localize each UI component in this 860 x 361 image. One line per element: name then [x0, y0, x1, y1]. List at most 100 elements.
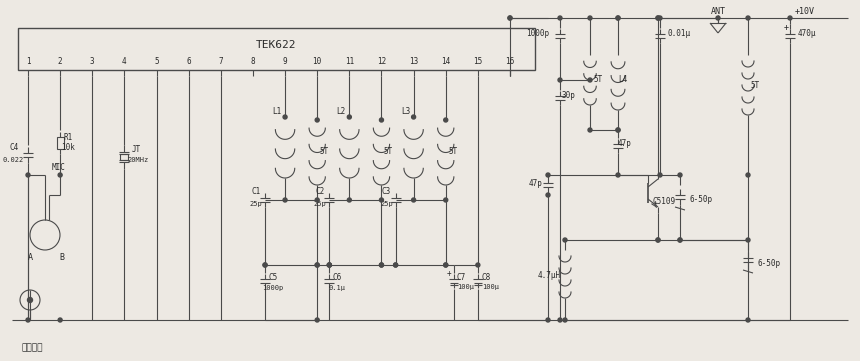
Text: 7: 7 — [218, 57, 223, 66]
Circle shape — [328, 263, 331, 267]
Circle shape — [656, 16, 660, 20]
Text: 1000p: 1000p — [262, 285, 284, 291]
Text: C3: C3 — [382, 187, 391, 196]
Circle shape — [678, 173, 682, 177]
Text: 6-50p: 6-50p — [758, 258, 781, 268]
Circle shape — [746, 238, 750, 242]
Circle shape — [616, 128, 620, 132]
Text: 音频输入: 音频输入 — [22, 344, 43, 352]
Circle shape — [588, 128, 592, 132]
Text: L1: L1 — [273, 108, 282, 117]
Text: B: B — [59, 253, 64, 262]
Text: C2: C2 — [316, 187, 325, 196]
Text: 20MHz: 20MHz — [128, 157, 149, 163]
Circle shape — [379, 263, 384, 267]
Circle shape — [263, 263, 267, 267]
Circle shape — [656, 238, 660, 242]
Circle shape — [616, 128, 620, 132]
Text: L4: L4 — [618, 75, 628, 84]
Text: 5T: 5T — [751, 81, 759, 90]
Text: 5T: 5T — [448, 148, 458, 157]
Circle shape — [28, 297, 33, 303]
Circle shape — [678, 238, 682, 242]
Text: 4.7μH: 4.7μH — [538, 270, 561, 279]
Text: 2: 2 — [58, 57, 63, 66]
Text: 15: 15 — [473, 57, 482, 66]
Circle shape — [283, 115, 287, 119]
Circle shape — [788, 16, 792, 20]
Circle shape — [26, 173, 30, 177]
Circle shape — [263, 263, 267, 267]
Circle shape — [316, 118, 319, 122]
Text: 25p: 25p — [249, 201, 262, 207]
Circle shape — [58, 318, 62, 322]
Text: C4: C4 — [9, 144, 19, 152]
Circle shape — [563, 318, 567, 322]
Circle shape — [412, 115, 415, 119]
Circle shape — [616, 16, 620, 20]
Circle shape — [508, 16, 512, 20]
Circle shape — [444, 263, 448, 267]
Circle shape — [379, 263, 384, 267]
Circle shape — [444, 263, 448, 267]
Circle shape — [328, 263, 331, 267]
Circle shape — [394, 263, 397, 267]
Text: JT: JT — [132, 145, 141, 155]
Circle shape — [412, 198, 415, 202]
Circle shape — [316, 318, 319, 322]
Circle shape — [588, 78, 592, 82]
Circle shape — [379, 118, 384, 122]
Text: 0.01μ: 0.01μ — [668, 30, 691, 39]
Text: 4: 4 — [122, 57, 126, 66]
Circle shape — [746, 318, 750, 322]
Text: 10: 10 — [312, 57, 322, 66]
Circle shape — [746, 173, 750, 177]
Circle shape — [656, 238, 660, 242]
Text: 470μ: 470μ — [798, 30, 816, 39]
Text: 12: 12 — [377, 57, 386, 66]
Circle shape — [444, 198, 448, 202]
Text: 13: 13 — [409, 57, 418, 66]
Circle shape — [716, 16, 720, 20]
Text: C6: C6 — [333, 274, 342, 283]
Text: MIC: MIC — [52, 164, 65, 173]
Text: C8: C8 — [482, 273, 491, 282]
Circle shape — [588, 16, 592, 20]
Text: 0.022: 0.022 — [3, 157, 23, 163]
Circle shape — [658, 173, 662, 177]
Text: 8: 8 — [250, 57, 255, 66]
Text: 47p: 47p — [618, 139, 632, 148]
Text: 0.1μ: 0.1μ — [329, 285, 346, 291]
Text: 25p: 25p — [314, 201, 327, 207]
Text: +: + — [446, 270, 451, 278]
Text: +10V: +10V — [795, 8, 815, 17]
Circle shape — [283, 198, 287, 202]
Text: 25p: 25p — [380, 201, 393, 207]
Text: C1: C1 — [251, 187, 261, 196]
Text: C7: C7 — [457, 273, 466, 282]
Circle shape — [678, 238, 682, 242]
Text: 10k: 10k — [61, 144, 75, 152]
Text: C5: C5 — [268, 274, 278, 283]
Circle shape — [476, 263, 480, 267]
Circle shape — [508, 16, 512, 20]
Circle shape — [658, 16, 662, 20]
Text: R1: R1 — [64, 132, 73, 142]
Circle shape — [546, 318, 550, 322]
Circle shape — [444, 118, 448, 122]
Text: C5109: C5109 — [653, 196, 676, 205]
Circle shape — [558, 78, 562, 82]
Bar — [120, 154, 128, 160]
Text: 5T: 5T — [384, 148, 393, 157]
Text: TEK622: TEK622 — [256, 40, 297, 50]
Circle shape — [347, 198, 352, 202]
Text: 1000p: 1000p — [526, 30, 550, 39]
Circle shape — [394, 263, 397, 267]
Circle shape — [656, 16, 660, 20]
Circle shape — [616, 16, 620, 20]
Text: 47p: 47p — [529, 178, 543, 187]
Text: +: + — [783, 22, 789, 31]
Text: 16: 16 — [506, 57, 514, 66]
Text: 5T: 5T — [593, 75, 603, 84]
Text: 9: 9 — [283, 57, 287, 66]
